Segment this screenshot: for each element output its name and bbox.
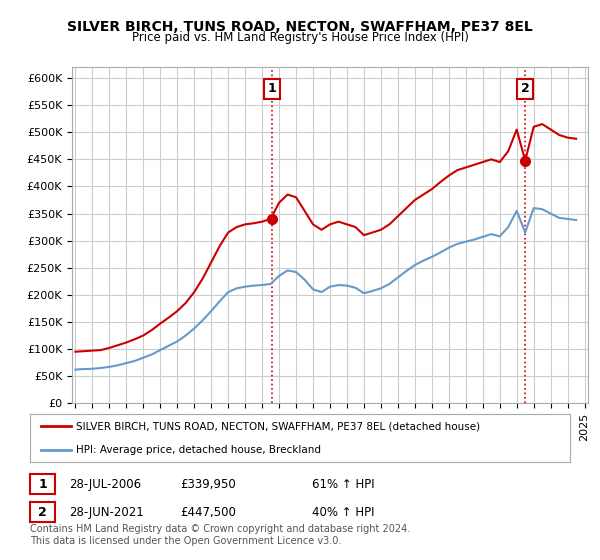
Text: SILVER BIRCH, TUNS ROAD, NECTON, SWAFFHAM, PE37 8EL (detached house): SILVER BIRCH, TUNS ROAD, NECTON, SWAFFHA… (76, 421, 480, 431)
Text: £339,950: £339,950 (180, 478, 236, 491)
Text: 2: 2 (38, 506, 47, 519)
Text: 28-JUL-2006: 28-JUL-2006 (69, 478, 141, 491)
Text: 1: 1 (38, 478, 47, 491)
Text: 61% ↑ HPI: 61% ↑ HPI (312, 478, 374, 491)
Text: 2: 2 (521, 82, 530, 95)
Text: HPI: Average price, detached house, Breckland: HPI: Average price, detached house, Brec… (76, 445, 321, 455)
Text: SILVER BIRCH, TUNS ROAD, NECTON, SWAFFHAM, PE37 8EL: SILVER BIRCH, TUNS ROAD, NECTON, SWAFFHA… (67, 20, 533, 34)
Text: 1: 1 (268, 82, 277, 95)
Text: 40% ↑ HPI: 40% ↑ HPI (312, 506, 374, 519)
Text: Contains HM Land Registry data © Crown copyright and database right 2024.
This d: Contains HM Land Registry data © Crown c… (30, 524, 410, 546)
Text: £447,500: £447,500 (180, 506, 236, 519)
Text: Price paid vs. HM Land Registry's House Price Index (HPI): Price paid vs. HM Land Registry's House … (131, 31, 469, 44)
Text: 28-JUN-2021: 28-JUN-2021 (69, 506, 144, 519)
